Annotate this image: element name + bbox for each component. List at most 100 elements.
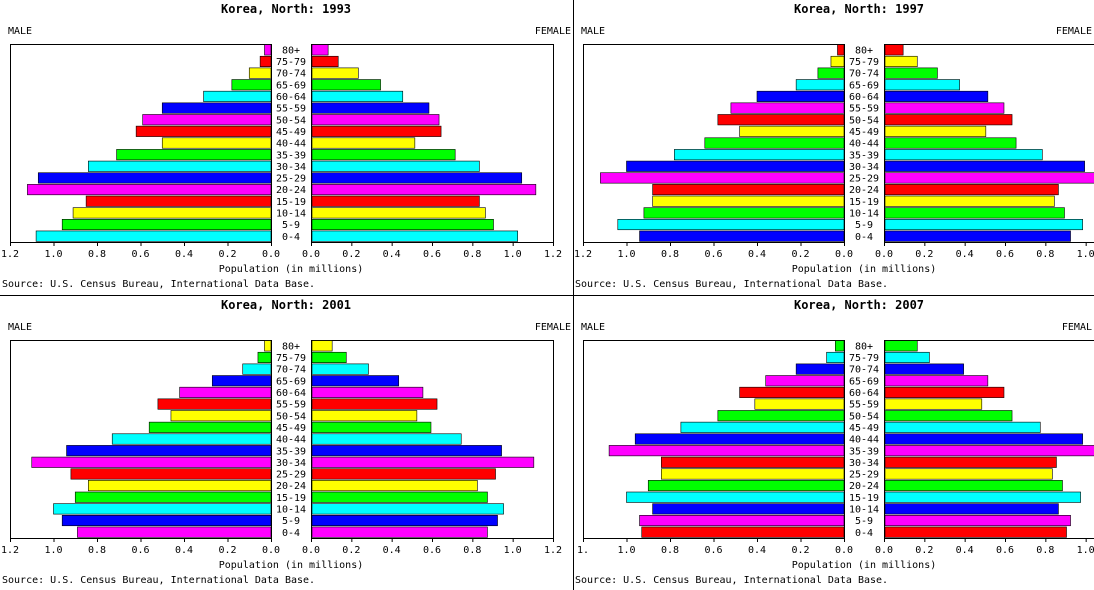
age-label: 45-49 — [849, 127, 879, 138]
male-bar-0-4 — [639, 230, 845, 242]
age-label: 70-74 — [849, 69, 879, 80]
female-tick-label: 1.2 — [544, 545, 562, 556]
age-label: 50-54 — [276, 115, 306, 126]
source-note: Source: U.S. Census Bureau, Internationa… — [575, 575, 888, 586]
age-label: 35-39 — [276, 150, 306, 161]
male-tick-label: 1.0 — [44, 249, 62, 260]
male-tick-label: 1.2 — [1, 545, 19, 556]
female-bar-55-59 — [884, 398, 983, 410]
age-label: 40-44 — [276, 435, 306, 446]
female-bar-60-64 — [884, 90, 989, 102]
age-label: 25-29 — [276, 174, 306, 185]
male-tick-label: 0.8 — [661, 249, 679, 260]
female-tick-label: 0.8 — [1036, 249, 1054, 260]
male-bar-45-49 — [135, 125, 272, 137]
male-bar-40-44 — [704, 137, 845, 149]
male-bar-80+ — [834, 340, 845, 352]
male-bar-0-4 — [35, 230, 272, 242]
age-label: 10-14 — [276, 208, 306, 219]
female-bar-80+ — [311, 44, 329, 56]
female-bar-65-69 — [884, 375, 989, 387]
male-bar-70-74 — [817, 67, 845, 79]
female-bar-50-54 — [311, 114, 440, 126]
female-bar-20-24 — [311, 184, 537, 196]
male-bar-15-19 — [85, 195, 272, 207]
female-tick-label: 0.8 — [463, 545, 481, 556]
female-bar-10-14 — [884, 207, 1065, 219]
male-tick-label: 0.6 — [704, 545, 722, 556]
female-bar-70-74 — [311, 363, 369, 375]
age-label: 50-54 — [849, 411, 879, 422]
male-label: MALE — [581, 26, 605, 37]
female-bar-75-79 — [311, 55, 339, 67]
female-bar-10-14 — [884, 503, 1059, 515]
age-label: 0-4 — [855, 528, 873, 539]
age-label: 45-49 — [276, 423, 306, 434]
female-bar-5-9 — [311, 515, 498, 527]
male-tick-label: 0.6 — [704, 249, 722, 260]
source-note: Source: U.S. Census Bureau, Internationa… — [575, 279, 888, 290]
male-label: MALE — [8, 26, 32, 37]
age-label: 35-39 — [276, 446, 306, 457]
female-tick-label: 0.6 — [996, 249, 1014, 260]
age-label: 5-9 — [282, 220, 300, 231]
female-bar-0-4 — [311, 526, 488, 538]
male-bar-45-49 — [680, 421, 845, 433]
female-bar-50-54 — [884, 410, 1013, 422]
male-tick-label: 0.8 — [88, 545, 106, 556]
chart-title: Korea, North: 2001 — [221, 298, 351, 312]
female-tick-label: 0.2 — [915, 545, 933, 556]
age-label: 75-79 — [276, 57, 306, 68]
female-bar-75-79 — [884, 55, 918, 67]
male-bar-75-79 — [826, 351, 845, 363]
male-bar-40-44 — [161, 137, 272, 149]
male-tick-label: 1.0 — [617, 249, 635, 260]
male-label: MALE — [581, 322, 605, 333]
female-tick-label: 0.0 — [875, 545, 893, 556]
male-tick-label: 1.0 — [44, 545, 62, 556]
male-bar-5-9 — [61, 219, 272, 231]
age-label: 20-24 — [849, 185, 879, 196]
male-tick-label: 0.2 — [218, 249, 236, 260]
age-label: 50-54 — [849, 115, 879, 126]
male-tick-label: 1.2 — [1, 249, 19, 260]
source-note: Source: U.S. Census Bureau, Internationa… — [2, 279, 315, 290]
female-label: FEMALE — [535, 322, 571, 333]
female-bar-50-54 — [311, 410, 418, 422]
age-label: 80+ — [282, 341, 300, 352]
x-axis-label: Population (in millions) — [792, 560, 937, 571]
male-bar-60-64 — [203, 90, 272, 102]
male-bar-65-69 — [765, 375, 845, 387]
female-bar-25-29 — [884, 468, 1053, 480]
male-bar-60-64 — [756, 90, 845, 102]
male-tick-label: 0.0 — [835, 249, 853, 260]
age-label: 15-19 — [276, 197, 306, 208]
female-bar-40-44 — [884, 433, 1083, 445]
female-tick-label: 1.0 — [1077, 249, 1094, 260]
age-label: 55-59 — [276, 400, 306, 411]
source-note: Source: U.S. Census Bureau, Internationa… — [2, 575, 315, 586]
female-bar-15-19 — [884, 195, 1055, 207]
x-axis-label: Population (in millions) — [792, 264, 937, 275]
male-bar-25-29 — [70, 468, 272, 480]
female-bar-5-9 — [311, 219, 494, 231]
x-axis-label: Population (in millions) — [219, 264, 364, 275]
male-bar-65-69 — [795, 79, 845, 91]
age-label: 0-4 — [282, 528, 300, 539]
female-bar-55-59 — [311, 102, 430, 114]
age-label: 20-24 — [276, 185, 306, 196]
male-tick-label: 0.4 — [175, 545, 193, 556]
age-label: 80+ — [282, 45, 300, 56]
female-bar-80+ — [884, 44, 904, 56]
female-bar-60-64 — [311, 90, 404, 102]
male-bar-80+ — [264, 340, 272, 352]
male-bar-60-64 — [179, 386, 272, 398]
age-label: 35-39 — [849, 150, 879, 161]
male-bar-80+ — [264, 44, 272, 56]
male-bar-50-54 — [142, 114, 272, 126]
female-tick-label: 0.6 — [423, 545, 441, 556]
female-bar-0-4 — [884, 230, 1071, 242]
male-tick-label: 0.2 — [791, 545, 809, 556]
female-bar-70-74 — [311, 67, 359, 79]
